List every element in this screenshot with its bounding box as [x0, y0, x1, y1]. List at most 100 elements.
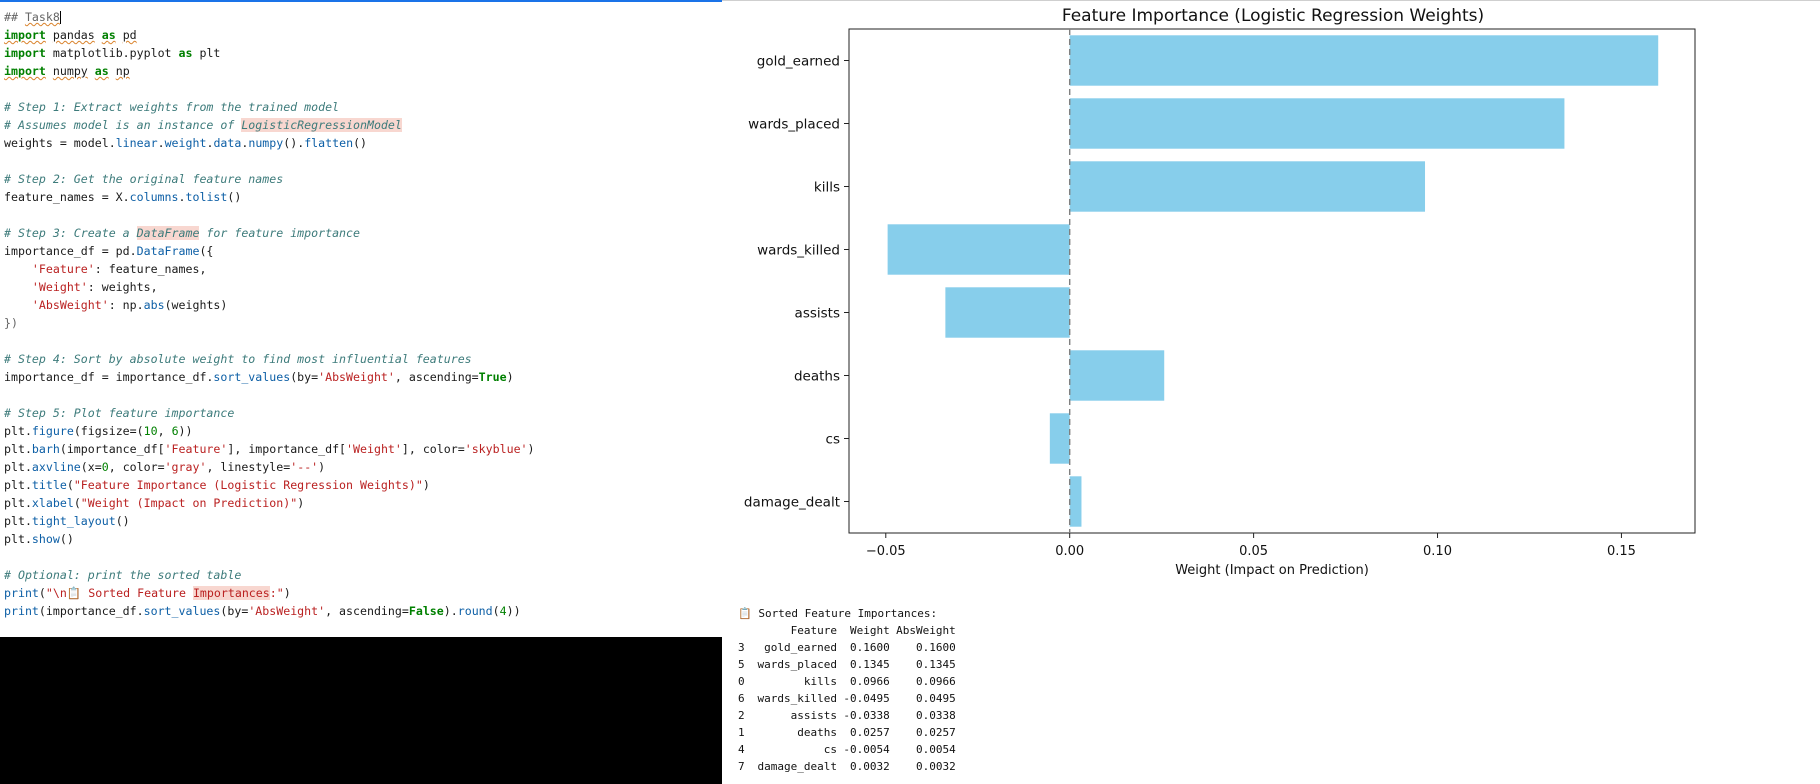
code-token	[4, 262, 32, 276]
code-token	[46, 28, 53, 42]
code-line[interactable]: import pandas as pd	[4, 26, 722, 44]
code-token: 'AbsWeight'	[318, 370, 395, 384]
code-token: pd	[122, 28, 137, 42]
x-tick-label: 0.10	[1423, 544, 1452, 559]
y-tick-label: assists	[795, 306, 840, 322]
code-token: ##	[4, 10, 25, 24]
code-line[interactable]: # Assumes model is an instance of Logist…	[4, 116, 722, 134]
row-index: 5	[738, 658, 745, 671]
bar-wards-placed	[1069, 98, 1565, 149]
cell-absweight: 0.0257	[916, 726, 956, 739]
chart-title: Feature Importance (Logistic Regression …	[1062, 6, 1484, 26]
table-column-header: AbsWeight	[896, 624, 956, 637]
code-token: print	[4, 586, 39, 600]
code-line[interactable]: 'Weight': weights,	[4, 278, 722, 296]
code-line[interactable]: plt.title("Feature Importance (Logistic …	[4, 476, 722, 494]
cell-feature: damage_dealt	[757, 760, 837, 773]
code-token: ))	[178, 424, 193, 438]
code-token: (	[73, 496, 81, 510]
code-token: import	[4, 64, 46, 78]
code-line[interactable]	[4, 548, 722, 566]
code-line[interactable]: 'AbsWeight': np.abs(weights)	[4, 296, 722, 314]
x-tick-label: −0.05	[866, 544, 906, 559]
output-pane: Feature Importance (Logistic Regression …	[722, 0, 1820, 784]
code-token: : np.	[108, 298, 144, 312]
code-token: :"	[269, 586, 284, 600]
code-line[interactable]: print(importance_df.sort_values(by='AbsW…	[4, 602, 722, 620]
code-line[interactable]: })	[4, 314, 722, 332]
y-tick-label: wards_placed	[748, 117, 840, 133]
code-token: ], importance_df[	[227, 442, 347, 456]
code-line[interactable]: import matplotlib.pyplot as plt	[4, 44, 722, 62]
table-row: 0 kills 0.0966 0.0966	[738, 673, 956, 690]
code-line[interactable]: plt.tight_layout()	[4, 512, 722, 530]
row-index: 2	[738, 709, 745, 722]
code-token	[4, 280, 32, 294]
cell-absweight: 0.0495	[916, 692, 956, 705]
cell-weight: -0.0338	[843, 709, 890, 722]
code-token: "Weight (Impact on Prediction)"	[80, 496, 298, 510]
cell-feature: cs	[823, 743, 837, 756]
code-token: abs	[143, 298, 165, 312]
code-token: Importances	[192, 586, 270, 600]
code-token: (figsize=(	[73, 424, 144, 438]
code-token: as	[94, 64, 109, 78]
cell-weight: -0.0495	[843, 692, 890, 705]
row-index: 7	[738, 760, 745, 773]
code-line[interactable]: # Step 3: Create a DataFrame for feature…	[4, 224, 722, 242]
code-line[interactable]: plt.figure(figsize=(10, 6))	[4, 422, 722, 440]
code-line[interactable]: print("\n📋 Sorted Feature Importances:")	[4, 584, 722, 602]
code-line[interactable]: # Optional: print the sorted table	[4, 566, 722, 584]
code-line[interactable]: # Step 4: Sort by absolute weight to fin…	[4, 350, 722, 368]
code-line[interactable]: plt.axvline(x=0, color='gray', linestyle…	[4, 458, 722, 476]
code-token: Task8	[24, 10, 60, 24]
code-line[interactable]: 'Feature': feature_names,	[4, 260, 722, 278]
code-token: 6	[171, 424, 179, 438]
code-token: sort_values	[213, 370, 291, 384]
code-token: , linestyle=	[206, 460, 291, 474]
code-token: ()	[59, 532, 74, 546]
cell-feature: assists	[790, 709, 837, 722]
code-line[interactable]: plt.barh(importance_df['Feature'], impor…	[4, 440, 722, 458]
code-line[interactable]: importance_df = importance_df.sort_value…	[4, 368, 722, 386]
code-token: figure	[31, 424, 74, 438]
code-token: DataFrame	[136, 244, 200, 258]
code-token: )	[318, 460, 326, 474]
code-token: tight_layout	[31, 514, 116, 528]
code-line[interactable]: feature_names = X.columns.tolist()	[4, 188, 722, 206]
code-line[interactable]: importance_df = pd.DataFrame({	[4, 242, 722, 260]
code-editor[interactable]: ## Task8 import pandas as pd import matplo…	[0, 0, 722, 637]
code-line[interactable]	[4, 332, 722, 350]
code-token: ().	[283, 136, 305, 150]
code-token: ))	[506, 604, 521, 618]
code-token: linear	[115, 136, 158, 150]
code-line[interactable]: # Step 5: Plot feature importance	[4, 404, 722, 422]
code-token	[4, 298, 32, 312]
code-line[interactable]: import numpy as np	[4, 62, 722, 80]
code-token: (importance_df.	[38, 604, 144, 618]
code-token: # Step 5: Plot feature importance	[4, 406, 235, 420]
code-line[interactable]: plt.show()	[4, 530, 722, 548]
code-line[interactable]	[4, 80, 722, 98]
code-line[interactable]: # Step 1: Extract weights from the train…	[4, 98, 722, 116]
code-token: weights = model.	[4, 136, 116, 150]
code-line[interactable]: # Step 2: Get the original feature names	[4, 170, 722, 188]
cell-absweight: 0.0054	[916, 743, 956, 756]
x-tick-label: 0.05	[1239, 544, 1268, 559]
code-token: as	[101, 28, 116, 42]
code-token: .	[241, 136, 249, 150]
code-token: '--'	[290, 460, 319, 474]
code-line[interactable]	[4, 386, 722, 404]
code-token: axvline	[31, 460, 81, 474]
code-line[interactable]: ## Task8	[4, 8, 722, 26]
code-token: import	[4, 28, 46, 42]
code-token: # Optional: print the sorted table	[4, 568, 242, 582]
cell-weight: 0.0257	[850, 726, 890, 739]
code-line[interactable]	[4, 152, 722, 170]
table-row: 7 damage_dealt 0.0032 0.0032	[738, 758, 956, 775]
code-line[interactable]: plt.xlabel("Weight (Impact on Prediction…	[4, 494, 722, 512]
code-line[interactable]: weights = model.linear.weight.data.numpy…	[4, 134, 722, 152]
code-line[interactable]	[4, 206, 722, 224]
table-row: 3 gold_earned 0.1600 0.1600	[738, 639, 956, 656]
code-token: True	[478, 370, 507, 384]
